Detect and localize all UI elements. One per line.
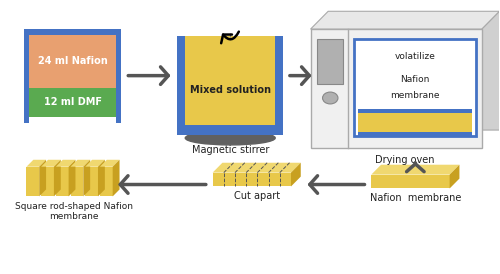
FancyBboxPatch shape (86, 167, 98, 196)
Text: Magnetic stirrer: Magnetic stirrer (192, 145, 269, 155)
FancyBboxPatch shape (70, 167, 84, 196)
Polygon shape (70, 160, 90, 167)
Polygon shape (482, 11, 500, 130)
FancyBboxPatch shape (26, 167, 39, 196)
Text: Mixed solution: Mixed solution (190, 85, 270, 95)
Text: Cut apart: Cut apart (234, 192, 280, 201)
Polygon shape (68, 160, 75, 196)
Text: 12 ml DMF: 12 ml DMF (44, 98, 102, 107)
Ellipse shape (186, 131, 275, 145)
FancyBboxPatch shape (41, 167, 54, 196)
Text: Drying oven: Drying oven (376, 155, 435, 165)
FancyBboxPatch shape (212, 173, 291, 187)
Polygon shape (310, 11, 500, 29)
FancyBboxPatch shape (185, 36, 276, 135)
Polygon shape (26, 160, 46, 167)
FancyBboxPatch shape (178, 125, 283, 135)
Polygon shape (372, 165, 460, 175)
Polygon shape (54, 160, 61, 196)
Text: Square rod-shaped Nafion: Square rod-shaped Nafion (15, 202, 133, 211)
FancyBboxPatch shape (30, 35, 116, 123)
FancyBboxPatch shape (276, 36, 283, 135)
Polygon shape (84, 160, 90, 196)
Polygon shape (212, 163, 300, 173)
Polygon shape (112, 160, 119, 196)
Ellipse shape (322, 92, 338, 104)
Polygon shape (98, 160, 105, 196)
Polygon shape (39, 160, 46, 196)
Text: Nafion: Nafion (400, 75, 430, 84)
Text: membrane: membrane (390, 91, 440, 100)
FancyBboxPatch shape (372, 175, 450, 189)
Text: membrane: membrane (49, 212, 98, 221)
Polygon shape (291, 163, 300, 187)
FancyBboxPatch shape (24, 29, 122, 123)
FancyBboxPatch shape (318, 39, 343, 84)
FancyBboxPatch shape (30, 88, 116, 117)
Polygon shape (86, 160, 105, 167)
Text: volatilize: volatilize (394, 52, 436, 61)
FancyBboxPatch shape (354, 39, 476, 136)
Text: Nafion  membrane: Nafion membrane (370, 193, 461, 203)
Polygon shape (100, 160, 119, 167)
FancyBboxPatch shape (100, 167, 112, 196)
Text: 24 ml Nafion: 24 ml Nafion (38, 56, 108, 67)
Polygon shape (41, 160, 61, 167)
FancyBboxPatch shape (310, 29, 482, 148)
FancyBboxPatch shape (56, 167, 68, 196)
FancyBboxPatch shape (358, 113, 472, 132)
FancyBboxPatch shape (178, 36, 185, 135)
FancyBboxPatch shape (30, 35, 116, 88)
Polygon shape (56, 160, 76, 167)
Polygon shape (450, 165, 460, 189)
FancyBboxPatch shape (358, 109, 472, 136)
